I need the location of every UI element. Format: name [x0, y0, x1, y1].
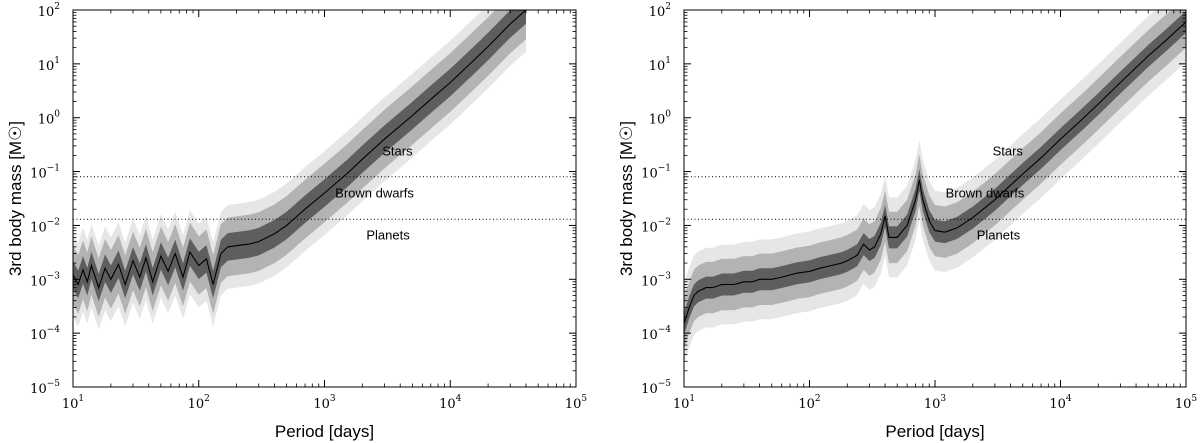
band-inner: [73, 10, 526, 302]
x-tick-label: 104: [439, 394, 462, 412]
confidence-bands-right: [684, 10, 1186, 364]
y-tick-label: 10−1: [641, 164, 671, 182]
band-outer: [684, 10, 1186, 364]
x-tick-label: 101: [62, 394, 84, 412]
x-tick-label: 103: [313, 394, 336, 412]
y-tick-label: 10−5: [30, 379, 60, 397]
region-label-planets: Planets: [977, 227, 1021, 242]
panel-right: Stars Brown dwarfs Planets 101 102 103 104 1…: [617, 2, 1198, 441]
y-tick-label: 10−5: [641, 379, 671, 397]
y-tick-label: 100: [649, 110, 672, 128]
mass-curve: [684, 21, 1186, 324]
panel-left: Stars Brown dwarfs Planets 101 102 103 104 1…: [6, 2, 588, 441]
x-tick-label: 102: [188, 394, 210, 412]
x-tick-label: 103: [924, 394, 947, 412]
y-tick-label: 101: [38, 56, 60, 74]
y-tick-label: 10−3: [30, 271, 60, 289]
y-tick-label: 102: [649, 2, 671, 20]
region-label-brown-dwarfs: Brown dwarfs: [335, 186, 414, 201]
x-tick-label: 101: [673, 394, 695, 412]
region-label-brown-dwarfs: Brown dwarfs: [946, 186, 1025, 201]
y-tick-label: 101: [649, 56, 671, 74]
y-tick-label: 10−1: [30, 164, 60, 182]
x-tick-label: 104: [1049, 394, 1072, 412]
x-tick-label: 105: [565, 394, 588, 412]
y-axis-title: 3rd body mass [M☉]: [6, 121, 25, 276]
y-tick-label: 100: [38, 110, 61, 128]
y-tick-label: 10−4: [641, 325, 671, 343]
y-axis-title: 3rd body mass [M☉]: [617, 121, 636, 276]
x-axis-title: Period [days]: [885, 422, 984, 441]
region-label-stars: Stars: [993, 143, 1024, 158]
mass-curve: [73, 10, 527, 290]
x-tick-label: 102: [798, 394, 820, 412]
region-label-planets: Planets: [366, 227, 410, 242]
y-tick-label: 10−2: [641, 217, 671, 235]
x-tick-label: 105: [1175, 394, 1198, 412]
y-tick-label: 10−4: [30, 325, 60, 343]
y-tick-label: 10−2: [30, 217, 60, 235]
confidence-bands-left: [73, 10, 527, 330]
region-label-stars: Stars: [382, 143, 413, 158]
y-tick-label: 102: [38, 2, 60, 20]
band-middle: [73, 10, 526, 317]
x-axis-title: Period [days]: [275, 422, 374, 441]
y-tick-label: 10−3: [641, 271, 671, 289]
